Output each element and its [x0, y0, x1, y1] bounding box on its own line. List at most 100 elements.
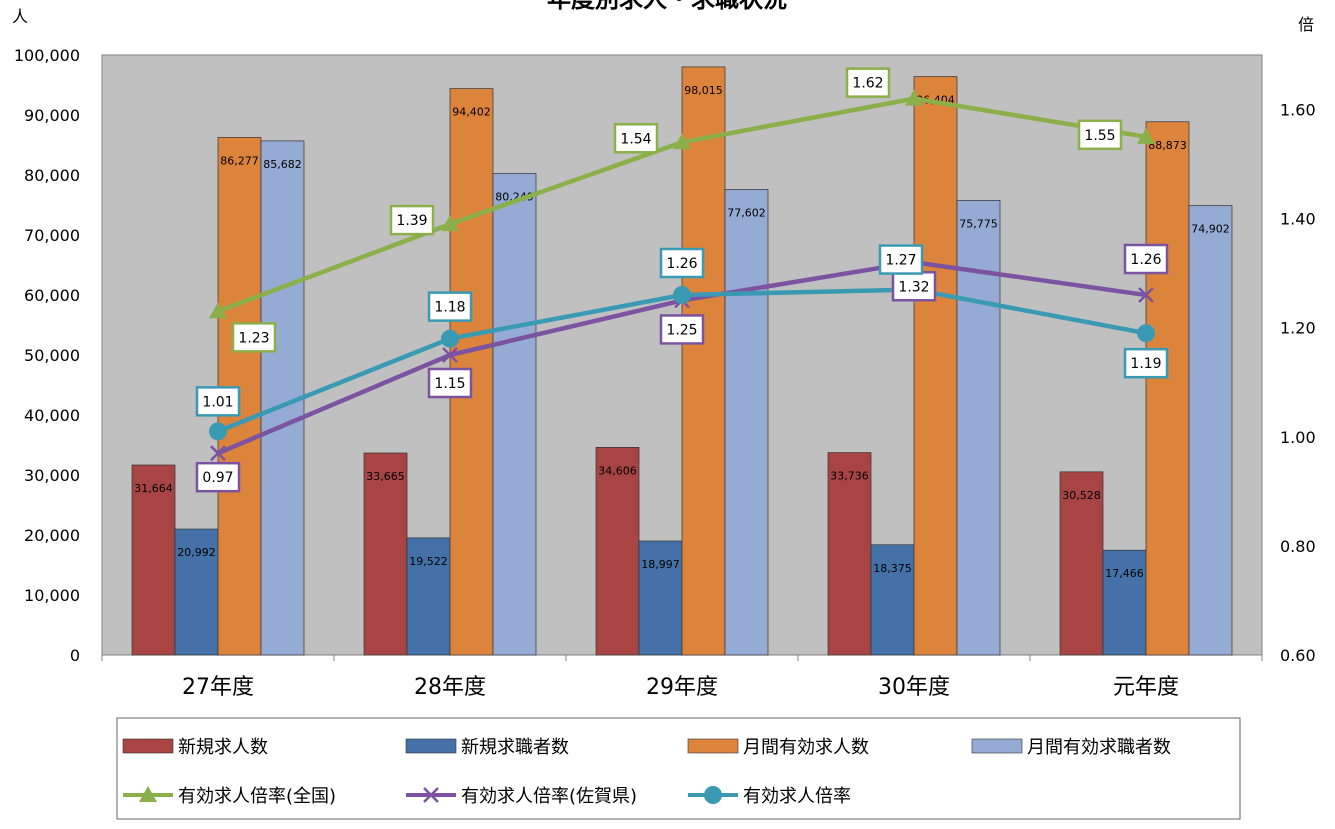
bar-value-label: 19,522 — [409, 555, 448, 568]
category-labels: 27年度 28年度 29年度 30年度 元年度 — [182, 675, 1179, 700]
legend-label: 有効求人倍率 — [743, 786, 851, 807]
left-axis: 0 10,000 20,000 30,000 40,000 50,000 60,000 70,… — [14, 46, 80, 665]
bar-1 — [638, 540, 683, 656]
bar-value-label: 30,528 — [1062, 489, 1101, 502]
triangle-marker — [673, 133, 691, 150]
left-tick-label: 50,000 — [24, 346, 80, 365]
rate-label-box — [1123, 243, 1169, 275]
legend-swatch — [687, 738, 739, 754]
rate-label: 1.32 — [898, 279, 929, 295]
triangle-marker — [1137, 127, 1155, 144]
bar-2 — [681, 66, 726, 656]
right-tick-label: 0.80 — [1280, 537, 1316, 556]
triangle-marker — [441, 215, 459, 232]
bar-3 — [492, 173, 537, 656]
rate-label: 1.55 — [1084, 128, 1115, 144]
legend-swatch — [405, 738, 457, 754]
category-label: 30年度 — [878, 675, 950, 700]
bar-3 — [1188, 205, 1233, 656]
bar-value-label: 74,902 — [1191, 223, 1230, 236]
bar-0 — [363, 452, 408, 656]
bar-2 — [913, 76, 958, 656]
left-tick-label: 70,000 — [24, 226, 80, 245]
x-marker — [423, 787, 439, 803]
triangle-marker — [139, 786, 157, 802]
rate-label: 1.39 — [396, 213, 427, 229]
bar-value-label: 98,015 — [684, 84, 723, 97]
legend-label: 新規求人数 — [178, 737, 268, 758]
bar-0 — [595, 447, 640, 656]
bar-1 — [1102, 549, 1147, 656]
bar-value-label: 75,775 — [959, 217, 998, 230]
rate-label: 1.62 — [852, 76, 883, 92]
rate-label: 1.25 — [666, 322, 697, 338]
bar-value-label: 31,664 — [134, 482, 173, 495]
rate-label-box — [195, 386, 241, 417]
legend-label: 有効求人倍率(佐賀県) — [461, 786, 637, 807]
left-tick-label: 20,000 — [24, 526, 80, 545]
x-marker — [1138, 287, 1154, 303]
rate-label: 1.54 — [620, 131, 651, 147]
legend-label: 有効求人倍率(全国) — [178, 786, 336, 807]
legend-swatch — [122, 738, 174, 754]
circle-marker — [704, 786, 722, 804]
bar-3 — [956, 200, 1001, 656]
rate-label-box — [389, 204, 435, 236]
bar-value-label: 34,606 — [598, 464, 637, 477]
bar-value-label: 33,665 — [366, 470, 405, 483]
bar-value-label: 20,992 — [177, 546, 216, 559]
circle-marker — [673, 286, 691, 304]
category-label: 27年度 — [182, 675, 254, 700]
rate-label: 1.19 — [1130, 356, 1161, 372]
left-tick-label: 90,000 — [24, 106, 80, 125]
left-tick-label: 0 — [70, 646, 80, 665]
rate-label-box — [427, 291, 473, 322]
rate-label-box — [195, 461, 241, 493]
rate-label: 1.15 — [434, 376, 465, 392]
rate-label-box — [1077, 119, 1123, 151]
bar-2 — [1145, 121, 1190, 656]
rate-label-box — [878, 244, 924, 275]
bar-value-label: 17,466 — [1105, 567, 1144, 580]
legend-label: 新規求職者数 — [461, 737, 569, 758]
right-tick-label: 1.00 — [1280, 428, 1316, 447]
bar-0 — [827, 452, 872, 656]
rate-label-box — [659, 314, 705, 345]
circle-marker — [209, 422, 227, 441]
category-label: 元年度 — [1113, 675, 1179, 700]
bar-value-label: 86,277 — [220, 154, 259, 167]
right-tick-label: 1.60 — [1280, 101, 1316, 120]
x-marker — [210, 445, 226, 462]
left-tick-label: 80,000 — [24, 166, 80, 185]
rate-label: 1.18 — [434, 300, 465, 316]
left-tick-label: 40,000 — [24, 406, 80, 425]
triangle-marker — [905, 89, 923, 106]
rate-label-box — [1123, 347, 1169, 379]
right-tick-label: 0.60 — [1280, 646, 1316, 665]
bar-value-label: 85,682 — [263, 158, 302, 171]
chart-title: 年度別求人・求職状況 — [547, 0, 787, 13]
left-axis-unit: 人 — [12, 7, 28, 26]
legend-box — [116, 717, 1241, 820]
lines-group: 1.23 1.39 1.54 1.62 1.55 0.97 1.15 1.25 1.32 1.26… — [195, 67, 1169, 493]
category-label: 28年度 — [414, 675, 486, 700]
bar-1 — [870, 544, 915, 656]
rate-label-box — [613, 123, 659, 154]
left-tick-label: 60,000 — [24, 286, 80, 305]
rate-label-box — [231, 322, 277, 353]
x-marker — [442, 347, 458, 363]
bar-1 — [174, 528, 219, 656]
rate-label: 1.23 — [238, 330, 269, 346]
rate-label: 1.27 — [885, 253, 916, 269]
left-tick-label: 10,000 — [24, 586, 80, 605]
bar-value-label: 33,736 — [830, 470, 869, 483]
legend-swatch — [971, 738, 1023, 754]
rate-label-box — [845, 67, 891, 98]
rate-label: 0.97 — [202, 470, 233, 486]
legend-label: 月間有効求人数 — [743, 737, 869, 758]
rate-label-box — [891, 271, 937, 302]
bar-value-label: 18,375 — [873, 562, 912, 575]
right-tick-label: 1.20 — [1280, 319, 1316, 338]
circle-marker — [441, 329, 459, 348]
